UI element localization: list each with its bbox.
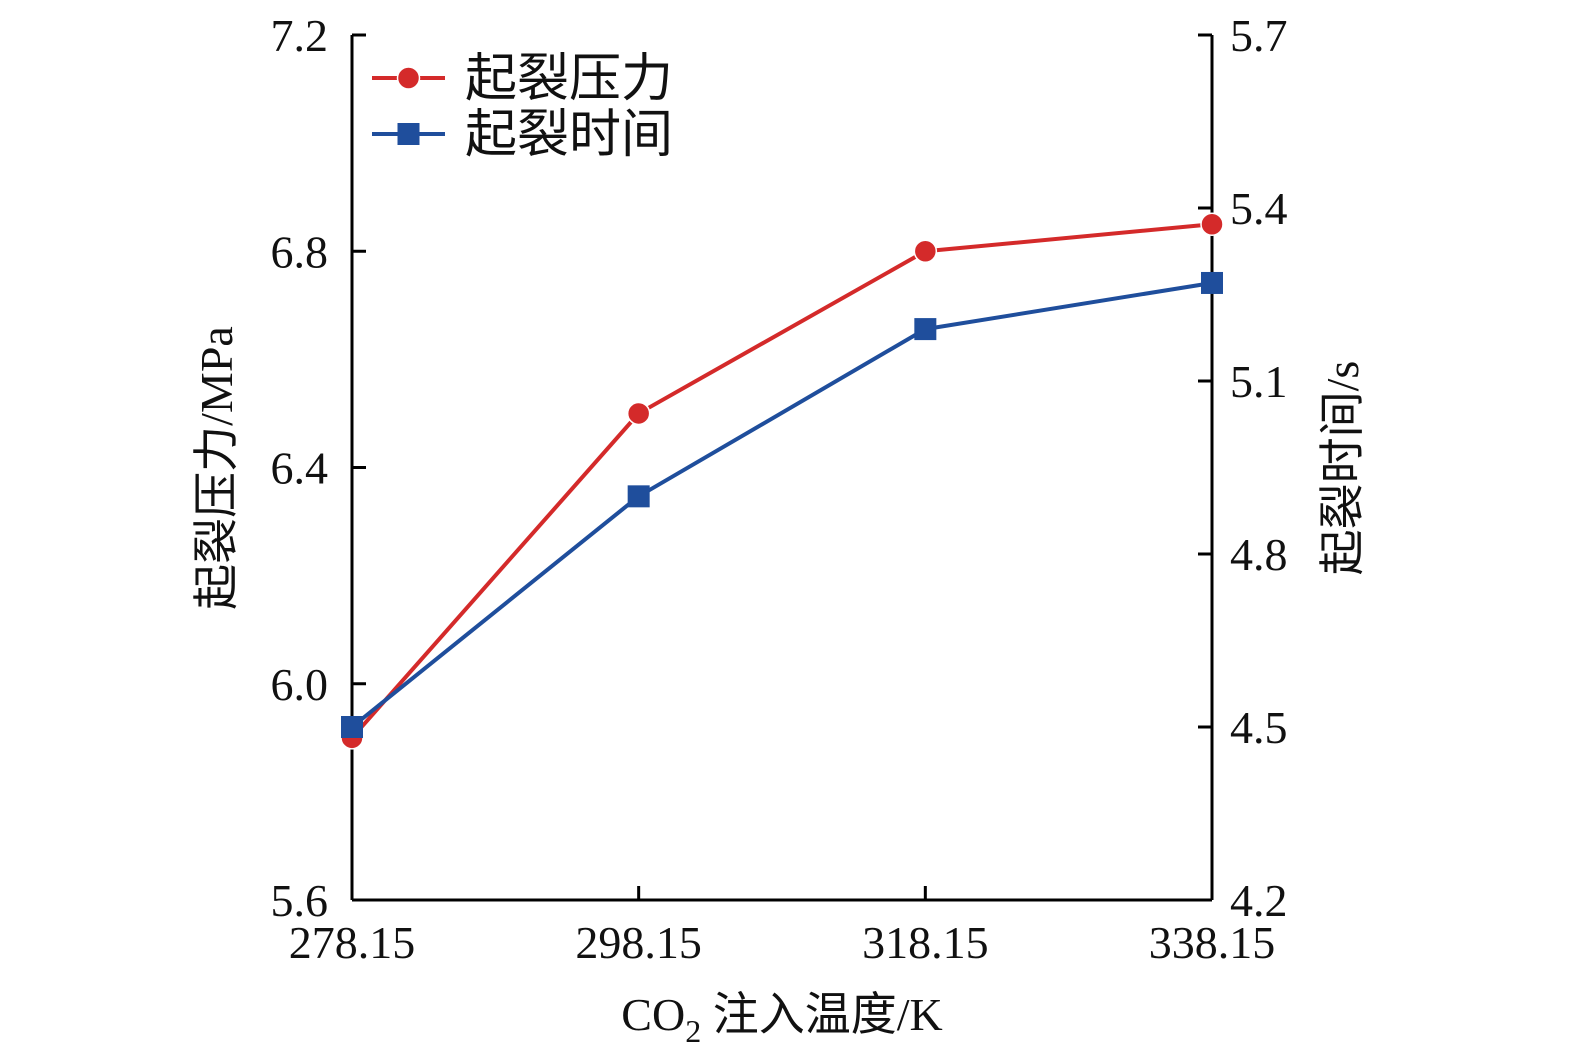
right-y-axis-label: 起裂时间/s — [1317, 361, 1368, 576]
right-y-tick-label: 5.1 — [1230, 356, 1288, 407]
axes — [350, 35, 1214, 902]
left-y-tick-label: 6.0 — [271, 659, 329, 710]
right-y-tick-label: 4.2 — [1230, 875, 1288, 926]
data-point — [1201, 271, 1223, 294]
data-point — [627, 485, 650, 508]
data-point — [341, 716, 363, 738]
x-axis-label-subscript: 2 — [685, 1013, 701, 1049]
left-y-tick-label: 6.8 — [271, 226, 329, 277]
left-y-axis-label: 起裂压力/MPa — [191, 326, 242, 610]
right-y-tick-label: 4.8 — [1230, 529, 1288, 580]
left-y-tick-label: 7.2 — [271, 10, 329, 61]
x-tick-label: 318.15 — [862, 917, 989, 968]
legend-marker — [396, 66, 421, 90]
series-line-1 — [350, 222, 1213, 740]
x-tick-label: 278.15 — [289, 917, 416, 968]
series-line-2 — [350, 280, 1213, 729]
data-point — [914, 318, 937, 341]
axis-labels: 起裂压力/MPa 起裂时间/s CO2 注入温度/K — [191, 326, 1368, 1049]
x-tick-label: 298.15 — [575, 917, 702, 968]
left-y-tick-label: 6.4 — [271, 443, 329, 494]
right-y-tick-label: 5.4 — [1230, 183, 1288, 234]
data-point — [913, 239, 938, 263]
x-axis-label: CO2 注入温度/K — [621, 989, 942, 1049]
series-layer — [340, 212, 1224, 750]
x-tick-label: 338.15 — [1149, 917, 1276, 968]
right-y-tick-label: 4.5 — [1230, 702, 1288, 753]
x-axis-label-main: CO — [621, 989, 685, 1040]
right-y-tick-label: 5.7 — [1230, 10, 1288, 61]
legend-label: 起裂压力 — [465, 51, 673, 108]
left-y-tick-label: 5.6 — [271, 875, 329, 926]
data-point — [626, 401, 651, 426]
data-point — [1200, 212, 1224, 236]
legend-label: 起裂时间 — [465, 107, 673, 164]
ticks: 5.6 6.0 6.4 6.8 7.2 4.2 4.5 4.8 5.1 5.4 5.7 278.15 2… — [271, 10, 1288, 968]
legend-marker — [397, 123, 420, 145]
x-axis-label-rest: 注入温度/K — [701, 989, 943, 1040]
